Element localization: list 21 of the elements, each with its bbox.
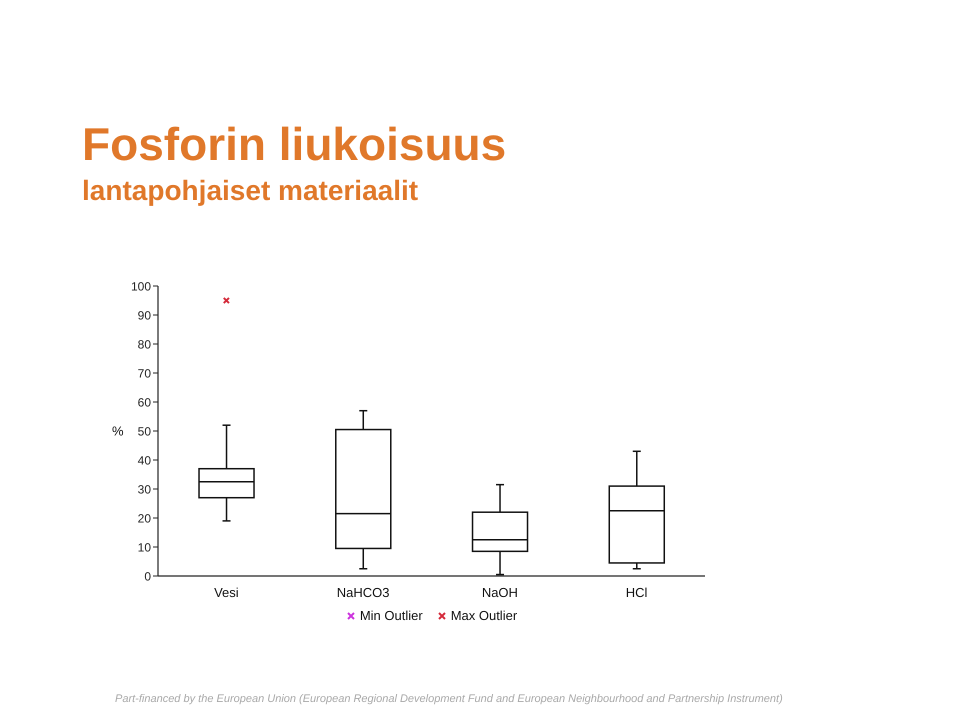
y-tick-label: 40 [138, 453, 152, 468]
y-tick-label: 80 [138, 337, 152, 352]
y-axis-title: % [112, 424, 124, 439]
text: Part-financed by the European Union (European Regional Development Fund and European Neighbourhood and Partnership Instrument) [115, 693, 783, 705]
x-tick-label: HCl [626, 585, 648, 600]
legend-label: Min Outlier [360, 608, 423, 623]
y-tick-label: 0 [144, 569, 152, 584]
chart-subtitle: lantapohjaiset materiaalit [82, 174, 418, 208]
x-tick-label: NaOH [482, 585, 518, 600]
chart-title: Fosforin liukoisuus [82, 117, 506, 172]
legend-label: Max Outlier [450, 608, 518, 623]
y-tick-label: 100 [130, 279, 152, 294]
y-tick-label: 10 [138, 540, 152, 554]
y-tick-label: 30 [138, 482, 152, 496]
x-tick-label: Vesi [214, 585, 239, 600]
y-tick-label: 70 [138, 366, 152, 380]
x-tick-label: NaHCO3 [336, 585, 390, 600]
y-tick-label: 20 [138, 511, 152, 526]
y-tick-label: 50 [138, 424, 152, 438]
y-tick-label: 90 [138, 308, 152, 322]
y-tick-label: 60 [138, 395, 152, 410]
